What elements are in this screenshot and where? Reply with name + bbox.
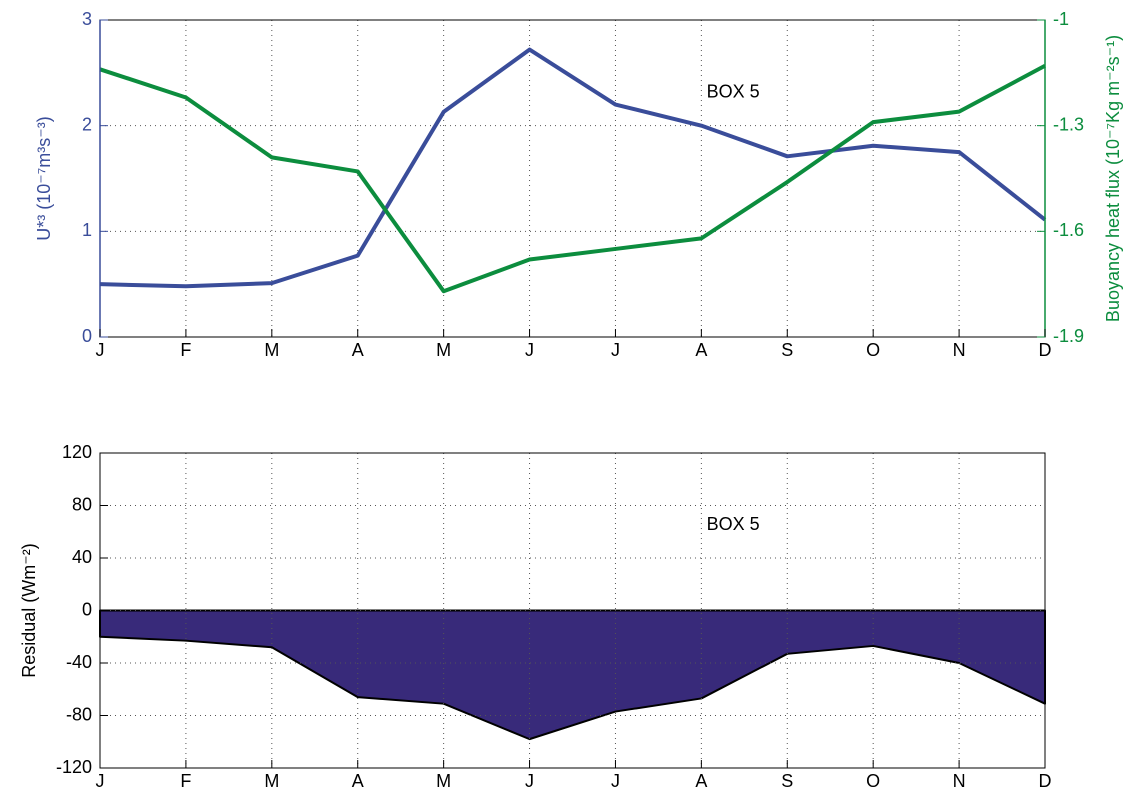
y-tick-label: 3 — [82, 9, 92, 29]
x-tick-label: M — [436, 340, 451, 360]
y-tick-label: 80 — [72, 494, 92, 514]
x-tick-label: M — [264, 771, 279, 791]
y-tick-label: 1 — [82, 220, 92, 240]
x-tick-label: D — [1039, 340, 1052, 360]
x-tick-label: J — [611, 771, 620, 791]
x-tick-label: N — [953, 771, 966, 791]
x-tick-label: S — [781, 340, 793, 360]
plot-frame — [99, 19, 1046, 338]
line-series — [99, 64, 1046, 294]
x-tick-label: J — [611, 340, 620, 360]
y-tick-label: -80 — [66, 704, 92, 724]
y-tick-label: -40 — [66, 652, 92, 672]
y-axis-label: U*³ (10⁻⁷m³s⁻³) — [34, 116, 54, 241]
x-tick-label: J — [525, 340, 534, 360]
x-tick-label: S — [781, 771, 793, 791]
y2-tick-label: -1.9 — [1053, 326, 1084, 346]
x-tick-label: N — [953, 340, 966, 360]
y-tick-label: -120 — [56, 757, 92, 777]
y-tick-label: 120 — [62, 442, 92, 462]
x-tick-label: O — [866, 771, 880, 791]
y-tick-label: 2 — [82, 114, 92, 134]
y2-tick-label: -1.6 — [1053, 220, 1084, 240]
y-axis-label: Residual (Wm⁻²) — [19, 543, 39, 678]
x-tick-label: A — [695, 771, 707, 791]
area — [99, 609, 1046, 741]
x-tick-label: M — [436, 771, 451, 791]
line-series — [99, 47, 1047, 289]
x-tick-label: A — [695, 340, 707, 360]
x-tick-label: F — [180, 771, 191, 791]
x-tick-label: A — [352, 771, 364, 791]
x-tick-label: F — [180, 340, 191, 360]
x-tick-label: J — [96, 340, 105, 360]
y-tick-label: 40 — [72, 547, 92, 567]
x-tick-label: A — [352, 340, 364, 360]
x-tick-label: O — [866, 340, 880, 360]
annotation: BOX 5 — [707, 82, 760, 102]
x-tick-label: J — [525, 771, 534, 791]
y-tick-label: 0 — [82, 599, 92, 619]
annotation: BOX 5 — [707, 514, 760, 534]
x-tick-label: J — [96, 771, 105, 791]
y2-axis-label: Buoyancy heat flux (10⁻⁷Kg m⁻²s⁻¹) — [1103, 35, 1123, 322]
x-tick-label: M — [264, 340, 279, 360]
y-tick-label: 0 — [82, 326, 92, 346]
y2-tick-label: -1.3 — [1053, 114, 1084, 134]
y2-tick-label: -1 — [1053, 9, 1069, 29]
x-tick-label: D — [1039, 771, 1052, 791]
